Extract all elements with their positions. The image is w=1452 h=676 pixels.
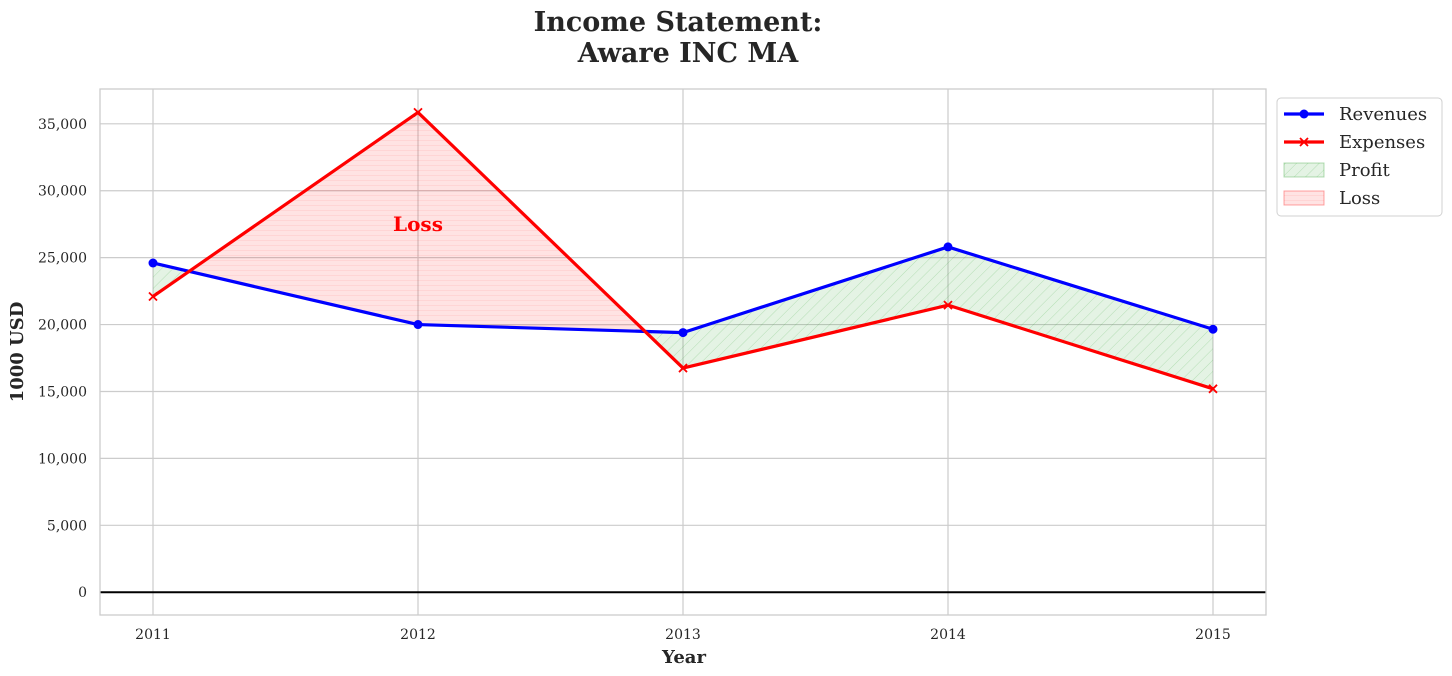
legend-revenues-label: Revenues bbox=[1339, 104, 1427, 125]
x-axis-label: Year bbox=[661, 647, 706, 668]
series-lines bbox=[148, 107, 1218, 394]
y-axis-label: 1000 USD bbox=[7, 302, 28, 403]
x-tick-2011: 2011 bbox=[135, 627, 171, 643]
revenues-point-2011 bbox=[148, 258, 158, 268]
x-tick-2015: 2015 bbox=[1195, 627, 1231, 643]
legend-expenses-label: Expenses bbox=[1339, 132, 1425, 153]
y-tick-20000: 20,000 bbox=[38, 318, 87, 334]
x-tick-labels: 2011 2012 2013 2014 2015 bbox=[135, 627, 1231, 643]
y-tick-0: 0 bbox=[78, 585, 87, 601]
legend-profit-label: Profit bbox=[1339, 160, 1391, 181]
y-tick-35000: 35,000 bbox=[38, 117, 87, 133]
revenues-point-2014 bbox=[943, 242, 953, 252]
legend-expenses-marker bbox=[1299, 137, 1309, 147]
legend-profit-swatch bbox=[1283, 162, 1325, 178]
chart-title-line1: Income Statement: bbox=[534, 7, 823, 38]
revenues-point-2013 bbox=[678, 328, 688, 338]
revenues-point-2012 bbox=[413, 320, 423, 330]
y-tick-labels: 0 5,000 10,000 15,000 20,000 25,000 30,000 35,0… bbox=[38, 117, 87, 601]
legend-loss-label: Loss bbox=[1339, 188, 1380, 209]
legend-box bbox=[1276, 97, 1443, 217]
expenses-point-2014 bbox=[943, 300, 953, 310]
expenses-point-2015 bbox=[1208, 384, 1218, 394]
x-tick-2013: 2013 bbox=[665, 627, 701, 643]
y-tick-25000: 25,000 bbox=[38, 251, 87, 267]
x-tick-2014: 2014 bbox=[930, 627, 966, 643]
y-tick-5000: 5,000 bbox=[47, 518, 87, 534]
y-tick-15000: 15,000 bbox=[38, 384, 87, 400]
chart-title-line2: Aware INC MA bbox=[577, 38, 799, 69]
legend: Revenues Expenses Profit Loss bbox=[1276, 97, 1443, 217]
plot-frame bbox=[99, 88, 1267, 616]
loss-fill-0-1 bbox=[189, 112, 418, 325]
profit-fill-3-5 bbox=[948, 246, 1213, 389]
profit-fill-0-0 bbox=[153, 262, 190, 297]
expenses-point-2011 bbox=[148, 291, 158, 302]
y-tick-30000: 30,000 bbox=[38, 184, 87, 200]
revenues-point-2015 bbox=[1208, 324, 1218, 334]
expenses-point-2013 bbox=[678, 363, 688, 373]
legend-loss-swatch bbox=[1283, 190, 1325, 206]
legend-revenues-marker bbox=[1299, 109, 1309, 119]
x-tick-2012: 2012 bbox=[400, 627, 436, 643]
expenses-point-2012 bbox=[413, 107, 423, 118]
loss-annotation: Loss bbox=[393, 212, 443, 236]
y-tick-10000: 10,000 bbox=[38, 451, 87, 467]
profit-fill-2-4 bbox=[683, 246, 948, 369]
